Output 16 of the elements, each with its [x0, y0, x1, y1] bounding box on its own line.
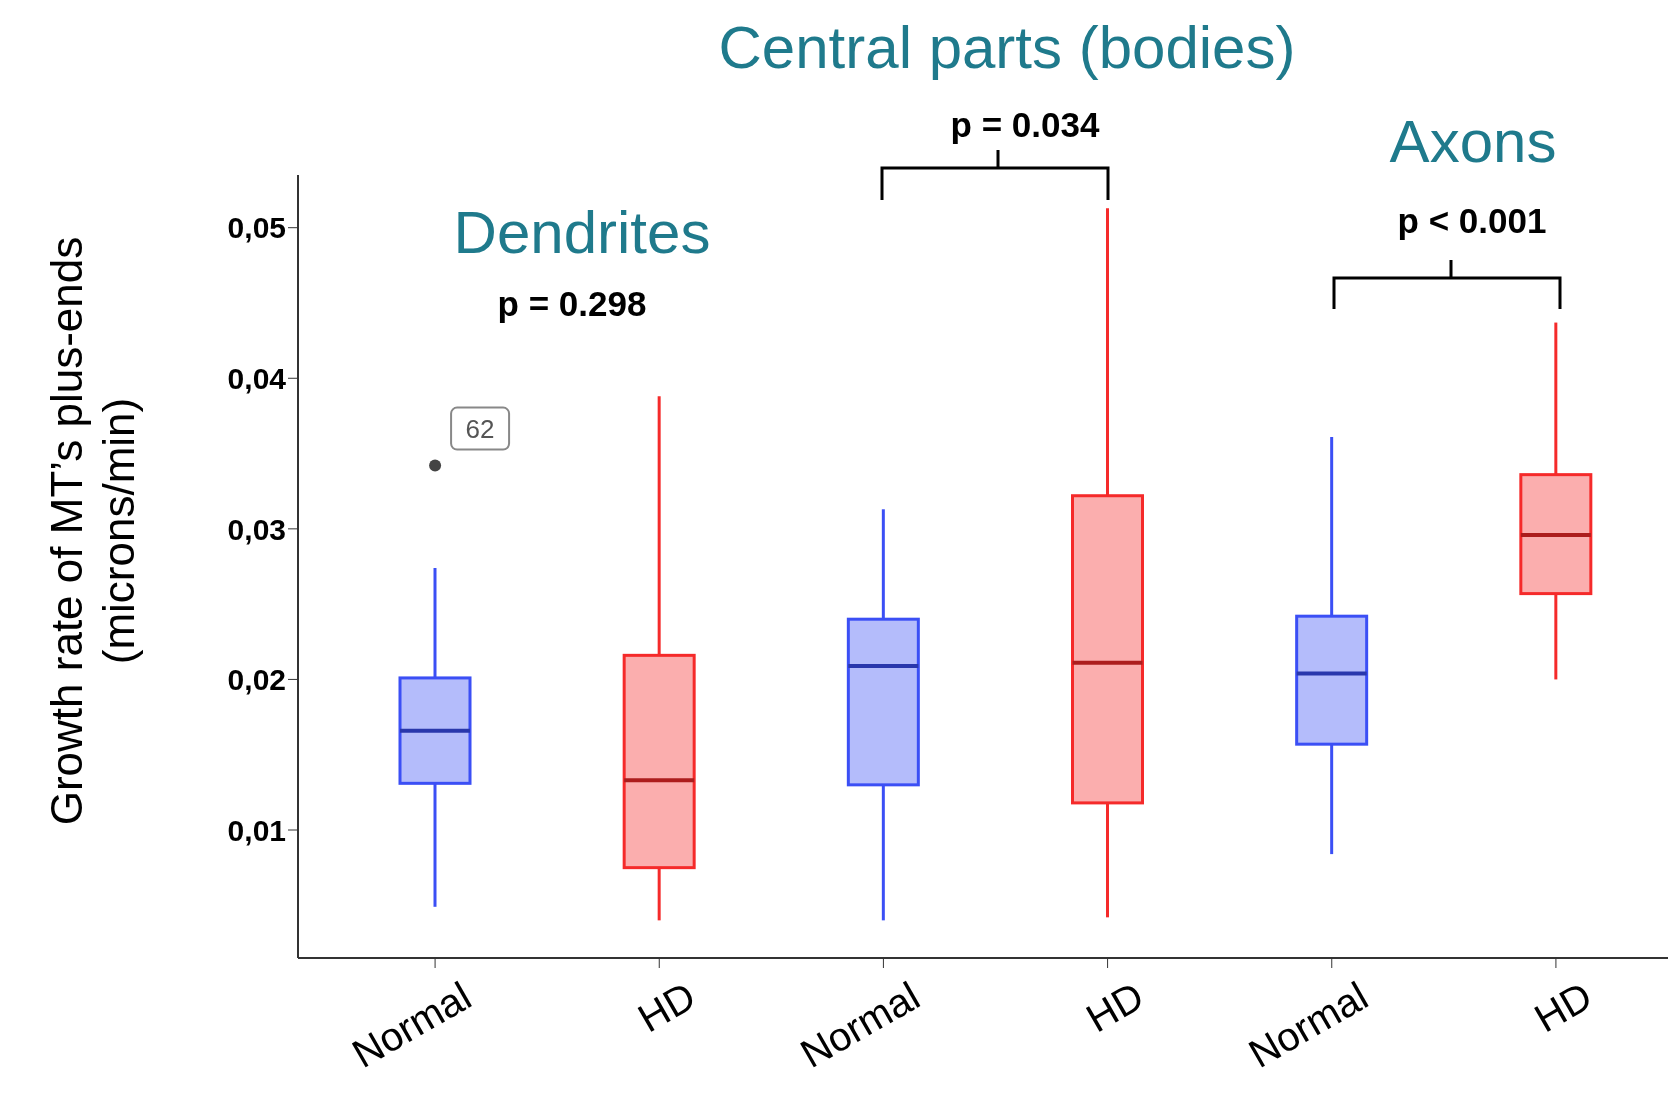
y-tick-label: 0,05	[227, 211, 286, 245]
x-tick-label: HD	[1527, 973, 1600, 1041]
y-tick-label: 0,01	[227, 813, 286, 847]
annotation: 62	[465, 413, 495, 444]
y-axis-title: Growth rate of MT’s plus-ends (microns/min)	[41, 235, 144, 828]
annotation: p < 0.001	[1397, 201, 1547, 241]
annotation: p = 0.298	[497, 284, 647, 324]
y-tick-label: 0,03	[227, 512, 286, 546]
text: Axons	[1389, 106, 1557, 176]
text: Central parts (bodies)	[718, 12, 1296, 82]
annotation: Dendrites	[453, 197, 711, 267]
y-tick-label: 0,02	[227, 663, 286, 697]
x-tick-label: HD	[1078, 973, 1151, 1041]
text: p = 0.034	[950, 105, 1100, 145]
y-tick-label: 0,04	[227, 361, 287, 395]
x-tick-label: HD	[630, 973, 703, 1041]
